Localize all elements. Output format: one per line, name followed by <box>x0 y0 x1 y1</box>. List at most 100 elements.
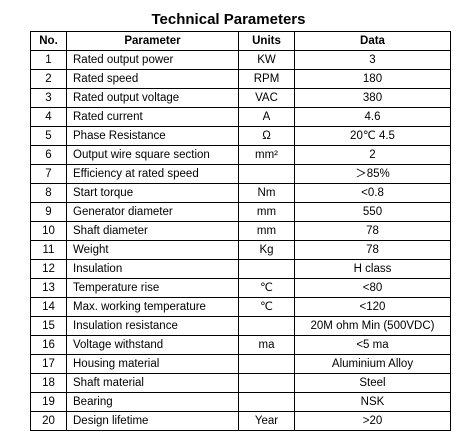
cell-parameter: Rated current <box>66 107 239 127</box>
cell-no: 20 <box>30 411 67 431</box>
table-row: 10 Shaft diameter mm 78 <box>30 221 451 241</box>
table-body: 1 Rated output power KW 3 2 Rated speed RPM 180… <box>30 50 451 431</box>
cell-units <box>238 259 295 279</box>
cell-units: mm² <box>238 145 295 165</box>
cell-data: 78 <box>294 240 451 260</box>
cell-no: 19 <box>30 392 67 412</box>
cell-parameter: Shaft material <box>66 373 239 393</box>
cell-no: 3 <box>30 88 67 108</box>
table-row: 8 Start torque Nm <0.8 <box>30 183 451 203</box>
cell-units <box>238 354 295 374</box>
cell-units <box>238 392 295 412</box>
table-row: 19 Bearing NSK <box>30 392 451 412</box>
cell-data: Aluminium Alloy <box>294 354 451 374</box>
cell-no: 1 <box>30 50 67 70</box>
table-row: 5 Phase Resistance Ω 20℃ 4.5 <box>30 126 451 146</box>
cell-no: 18 <box>30 373 67 393</box>
cell-units: RPM <box>238 69 295 89</box>
cell-data: <80 <box>294 278 451 298</box>
cell-no: 14 <box>30 297 67 317</box>
cell-parameter: Rated output power <box>66 50 239 70</box>
table-row: 2 Rated speed RPM 180 <box>30 69 451 89</box>
cell-data: ＞85% <box>294 164 451 184</box>
cell-data: 3 <box>294 50 451 70</box>
column-header-data: Data <box>294 31 451 51</box>
table-row: 16 Voltage withstand ma <5 ma <box>30 335 451 355</box>
cell-no: 9 <box>30 202 67 222</box>
cell-no: 2 <box>30 69 67 89</box>
cell-data: NSK <box>294 392 451 412</box>
cell-units: ma <box>238 335 295 355</box>
cell-units: A <box>238 107 295 127</box>
cell-no: 11 <box>30 240 67 260</box>
cell-units: Kg <box>238 240 295 260</box>
table-row: 20 Design lifetime Year >20 <box>30 411 451 431</box>
cell-no: 6 <box>30 145 67 165</box>
cell-parameter: Max. working temperature <box>66 297 239 317</box>
table-row: 15 Insulation resistance 20M ohm Min (500V… <box>30 316 451 336</box>
cell-units: Ω <box>238 126 295 146</box>
cell-units: mm <box>238 221 295 241</box>
cell-parameter: Weight <box>66 240 239 260</box>
technical-parameters-table: No. Parameter Units Data 1 Rated output p… <box>30 31 451 431</box>
cell-units <box>238 164 295 184</box>
table-row: 6 Output wire square section mm² 2 <box>30 145 451 165</box>
table-row: 11 Weight Kg 78 <box>30 240 451 260</box>
table-row: 14 Max. working temperature ℃ <120 <box>30 297 451 317</box>
cell-parameter: Start torque <box>66 183 239 203</box>
cell-data: 380 <box>294 88 451 108</box>
cell-parameter: Design lifetime <box>66 411 239 431</box>
cell-no: 13 <box>30 278 67 298</box>
cell-parameter: Output wire square section <box>66 145 239 165</box>
cell-parameter: Voltage withstand <box>66 335 239 355</box>
cell-data: 180 <box>294 69 451 89</box>
table-row: 1 Rated output power KW 3 <box>30 50 451 70</box>
cell-data: 550 <box>294 202 451 222</box>
cell-parameter: Rated speed <box>66 69 239 89</box>
table-row: 12 Insulation H class <box>30 259 451 279</box>
cell-data: Steel <box>294 373 451 393</box>
cell-parameter: Efficiency at rated speed <box>66 164 239 184</box>
cell-units <box>238 373 295 393</box>
column-header-no: No. <box>30 31 67 51</box>
cell-data: 20℃ 4.5 <box>294 126 451 146</box>
cell-units: mm <box>238 202 295 222</box>
cell-no: 16 <box>30 335 67 355</box>
cell-units: VAC <box>238 88 295 108</box>
cell-parameter: Phase Resistance <box>66 126 239 146</box>
column-header-parameter: Parameter <box>66 31 239 51</box>
table-row: 18 Shaft material Steel <box>30 373 451 393</box>
cell-no: 4 <box>30 107 67 127</box>
cell-data: <5 ma <box>294 335 451 355</box>
table-row: 4 Rated current A 4.6 <box>30 107 451 127</box>
cell-parameter: Generator diameter <box>66 202 239 222</box>
table-header-row: No. Parameter Units Data <box>30 31 451 51</box>
cell-data: 78 <box>294 221 451 241</box>
cell-parameter: Housing material <box>66 354 239 374</box>
table-row: 9 Generator diameter mm 550 <box>30 202 451 222</box>
cell-no: 10 <box>30 221 67 241</box>
cell-parameter: Insulation <box>66 259 239 279</box>
table-row: 3 Rated output voltage VAC 380 <box>30 88 451 108</box>
cell-no: 12 <box>30 259 67 279</box>
cell-units: KW <box>238 50 295 70</box>
cell-parameter: Temperature rise <box>66 278 239 298</box>
cell-no: 8 <box>30 183 67 203</box>
cell-units: Year <box>238 411 295 431</box>
table-row: 17 Housing material Aluminium Alloy <box>30 354 451 374</box>
cell-parameter: Bearing <box>66 392 239 412</box>
cell-units: ℃ <box>238 297 295 317</box>
cell-units: ℃ <box>238 278 295 298</box>
cell-parameter: Rated output voltage <box>66 88 239 108</box>
cell-units <box>238 316 295 336</box>
cell-data: 20M ohm Min (500VDC) <box>294 316 451 336</box>
cell-units: Nm <box>238 183 295 203</box>
cell-data: <120 <box>294 297 451 317</box>
cell-no: 15 <box>30 316 67 336</box>
cell-parameter: Insulation resistance <box>66 316 239 336</box>
column-header-units: Units <box>238 31 295 51</box>
table-row: 7 Efficiency at rated speed ＞85% <box>30 164 451 184</box>
cell-data: 4.6 <box>294 107 451 127</box>
cell-no: 5 <box>30 126 67 146</box>
cell-data: <0.8 <box>294 183 451 203</box>
